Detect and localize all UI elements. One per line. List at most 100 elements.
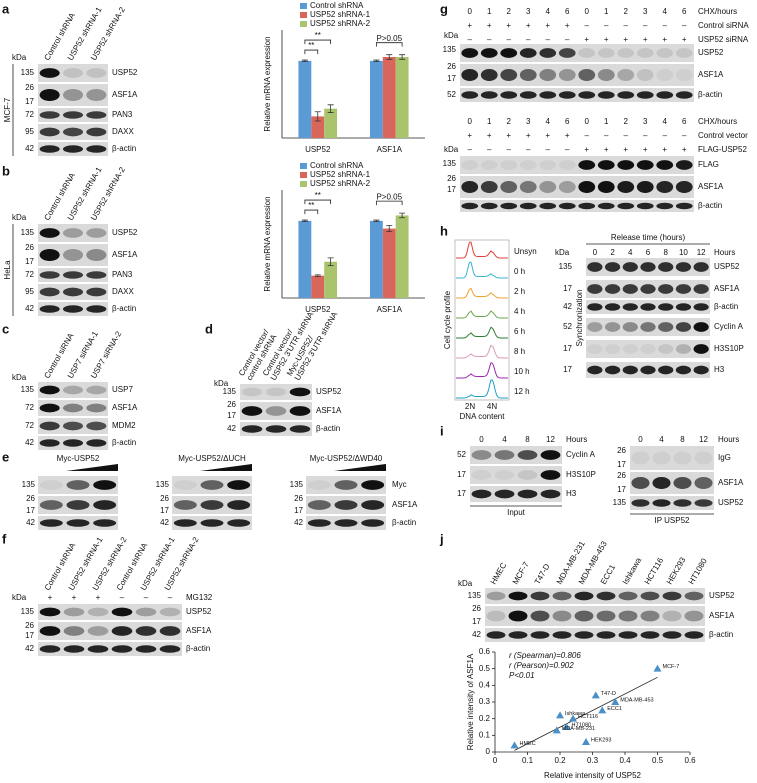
kda-marker: 17: [457, 470, 466, 479]
legend-label: Control shRNA: [310, 161, 364, 170]
band: [39, 421, 60, 431]
band: [656, 69, 674, 81]
band: [494, 470, 515, 480]
band: [558, 181, 576, 193]
point: [598, 706, 607, 714]
y-axis-label: Relative intensity of ASF1A: [466, 653, 475, 750]
x-axis-label: Relative intensity of USP52: [544, 771, 641, 780]
annotation: r (Spearman)=0.806: [509, 651, 581, 660]
kda-marker: 17: [563, 284, 572, 293]
bar: [382, 228, 396, 298]
kda-marker: 72: [25, 270, 34, 279]
protein-label: H3S10P: [714, 344, 744, 353]
kda-marker: 42: [25, 144, 34, 153]
band: [289, 406, 311, 416]
band: [517, 470, 538, 480]
blot-row: [38, 382, 108, 398]
kda-marker: 26: [26, 494, 35, 503]
band: [62, 305, 84, 313]
time-label: 0: [585, 7, 590, 16]
blot-row: [38, 64, 108, 82]
band: [693, 322, 709, 332]
legend-label: USP52 shRNA-1: [310, 10, 371, 19]
band: [558, 48, 576, 58]
caption: IP USP52: [655, 516, 691, 525]
kda-marker: 26: [472, 604, 481, 613]
kda-marker: 17: [447, 185, 456, 194]
condition-label: Control siRNA: [698, 21, 749, 30]
x-tick-label: ASF1A: [377, 305, 403, 314]
band: [241, 387, 263, 397]
band: [111, 626, 133, 636]
time-label: 3: [526, 7, 531, 16]
kda-marker: 42: [563, 302, 572, 311]
band: [39, 271, 60, 279]
point: [611, 698, 620, 705]
error-bar: [373, 219, 380, 223]
protein-label: H3S10P: [566, 470, 596, 479]
band: [173, 480, 197, 490]
bar: [324, 108, 338, 138]
bar: [369, 220, 383, 298]
band: [200, 519, 224, 527]
band: [500, 91, 518, 99]
band: [173, 500, 197, 510]
band: [135, 607, 157, 617]
time-axis-label: CHX/hours: [698, 7, 737, 16]
annotation: r (Pearson)=0.902: [509, 661, 574, 670]
band: [675, 365, 692, 375]
time-label: 0: [593, 248, 598, 257]
band: [265, 387, 287, 397]
flow-sample-label: 8 h: [514, 347, 525, 356]
flow-curve: [456, 241, 508, 259]
bar: [369, 60, 383, 138]
band: [587, 344, 603, 354]
sign: +: [545, 131, 550, 140]
band: [289, 425, 311, 433]
flow-sample-label: 10 h: [514, 367, 530, 376]
kda-marker: 72: [25, 403, 34, 412]
band: [552, 591, 572, 601]
band: [693, 365, 709, 375]
band: [93, 519, 117, 527]
bar: [298, 220, 312, 298]
time-label: 1: [604, 117, 609, 126]
protein-label: USP52: [186, 607, 212, 616]
band: [631, 499, 650, 507]
protein-label: ASF1A: [112, 403, 138, 412]
trend-line: [514, 676, 658, 751]
band: [640, 631, 660, 639]
band: [617, 181, 635, 193]
legend-swatch: [300, 21, 307, 27]
blot-row: [38, 400, 108, 416]
band: [517, 489, 538, 499]
bar: [311, 116, 325, 138]
band: [241, 406, 263, 416]
sign: –: [526, 145, 531, 154]
sign: +: [72, 593, 77, 602]
sign: –: [546, 145, 551, 154]
protein-label: H3: [566, 489, 577, 498]
band: [62, 89, 84, 101]
band: [480, 181, 498, 193]
sign: –: [604, 131, 609, 140]
point: [653, 664, 662, 672]
protein-label: ASF1A: [698, 70, 724, 79]
annotation: **: [308, 41, 314, 50]
band: [86, 89, 107, 101]
flow-sample-label: 12 h: [514, 387, 530, 396]
blot-row: [470, 446, 562, 464]
y-tick-label: 0.4: [479, 680, 491, 689]
band: [508, 591, 528, 601]
band: [587, 303, 603, 311]
flow-sample-label: 0 h: [514, 267, 525, 276]
point: [591, 691, 600, 699]
band: [159, 626, 181, 636]
kda-label: kDa: [444, 31, 459, 40]
kda-marker: 42: [25, 644, 34, 653]
x-tick-label: USP52: [305, 305, 331, 314]
kda-label: kDa: [12, 593, 27, 602]
band: [39, 439, 60, 447]
group-title: Myc-USP52/ΔUCH: [178, 454, 246, 463]
sign: +: [526, 131, 531, 140]
